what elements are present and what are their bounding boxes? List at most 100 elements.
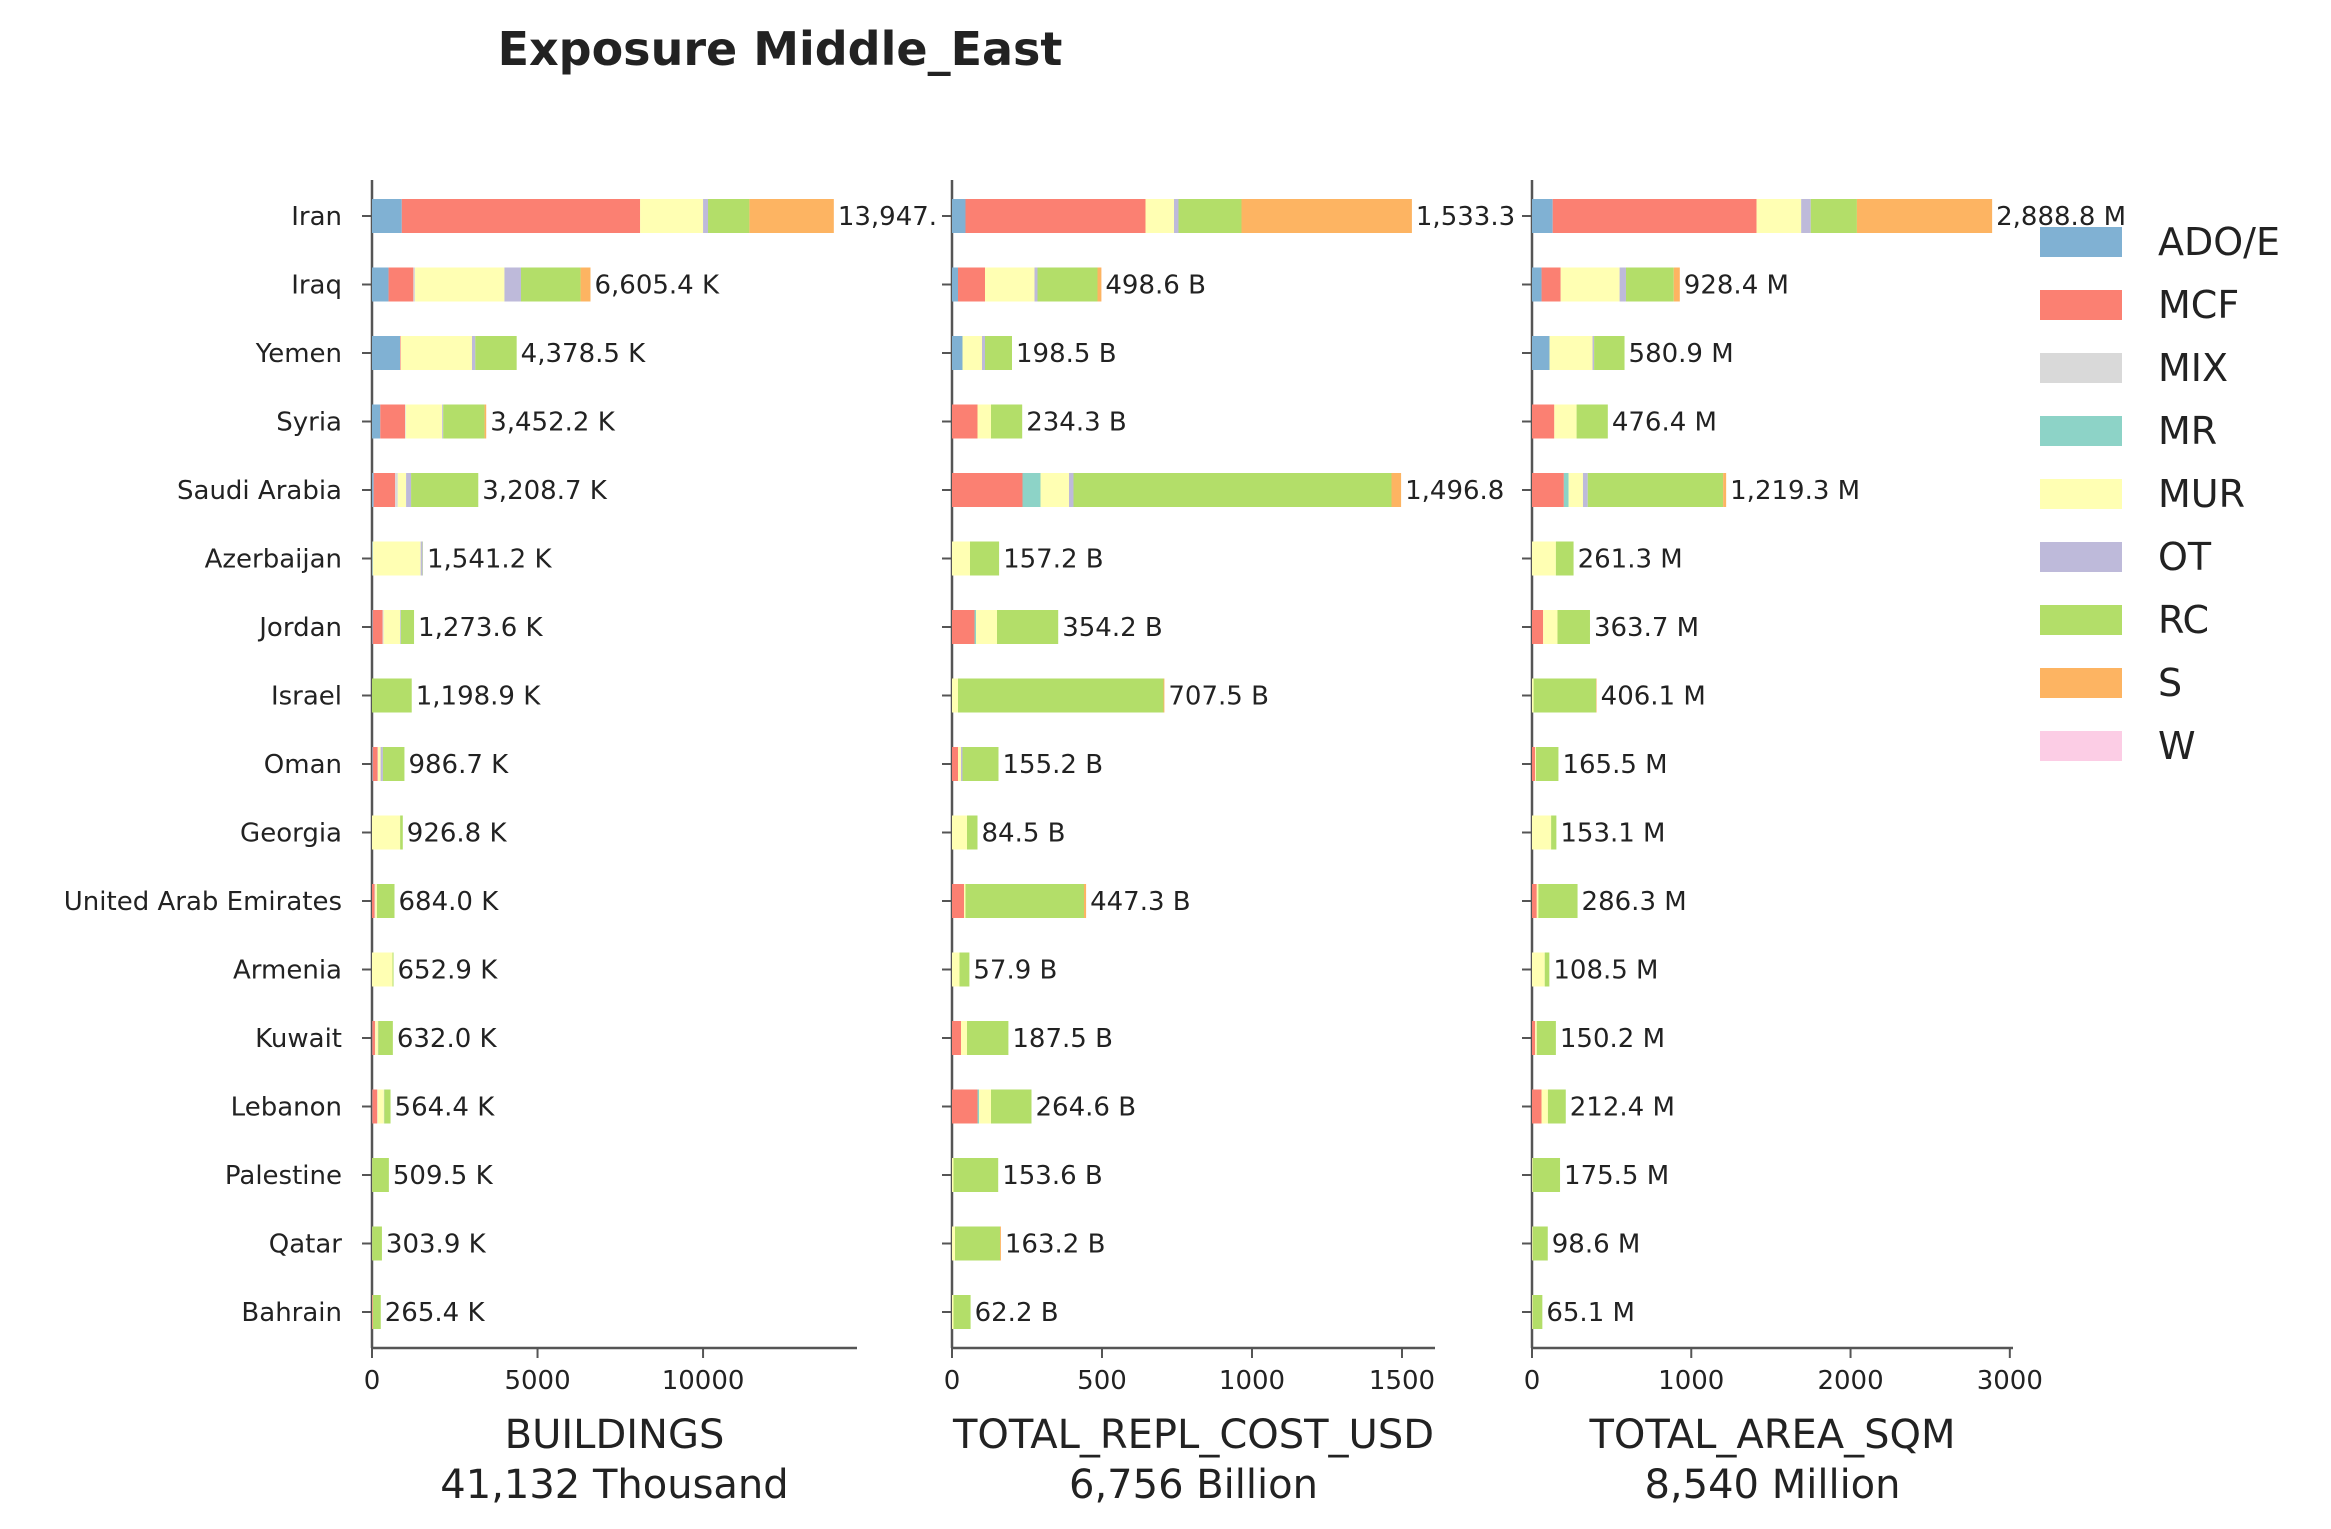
legend-item: MR bbox=[2040, 399, 2280, 462]
bar-segment-mcf bbox=[1532, 610, 1544, 644]
bar-segment-rc bbox=[1810, 199, 1857, 233]
bar-segment-rc bbox=[991, 1089, 1032, 1124]
legend-swatch bbox=[2040, 352, 2122, 383]
x-tick-label: 1000 bbox=[1658, 1366, 1724, 1396]
bar-total-label: 153.1 M bbox=[1560, 819, 1665, 849]
bar-total-label: 84.5 B bbox=[982, 819, 1066, 849]
bar-segment-mcf bbox=[400, 336, 401, 370]
bar-segment-mur bbox=[1560, 267, 1620, 302]
bar-segment-mur bbox=[952, 1226, 955, 1261]
legend: ADO/E MCF MIX MR MUR OT RC S W bbox=[2040, 210, 2280, 777]
bar-segment-rc bbox=[997, 610, 1059, 644]
bar-total-label: 564.4 K bbox=[395, 1093, 496, 1123]
bar-segment-rc bbox=[1178, 199, 1242, 233]
bar-segment-mur bbox=[400, 336, 472, 370]
bar-segment-mur bbox=[1532, 952, 1545, 987]
bar-segment-mur bbox=[383, 610, 401, 644]
bar-segment-mur bbox=[397, 473, 407, 507]
bar-segment-s bbox=[1163, 678, 1165, 713]
bar-segment-rc bbox=[991, 404, 1023, 439]
bar-segment-rc bbox=[953, 1295, 971, 1329]
bar-segment-rc bbox=[959, 952, 970, 987]
bar-segment-mr bbox=[1022, 473, 1041, 507]
category-label: Jordan bbox=[257, 613, 342, 643]
bar-total-label: 3,452.2 K bbox=[490, 408, 616, 438]
bar-segment-s bbox=[1084, 884, 1087, 918]
bar-segment-rc bbox=[953, 1158, 999, 1192]
bar-segment-mix bbox=[395, 473, 398, 507]
bar-segment-rc bbox=[985, 336, 1012, 370]
legend-label: MUR bbox=[2158, 471, 2246, 516]
bar-segment-s bbox=[1000, 1226, 1001, 1261]
bar-segment-mcf bbox=[372, 747, 378, 781]
bar-segment-mur bbox=[979, 1089, 991, 1124]
category-label: Oman bbox=[264, 750, 342, 780]
legend-label: S bbox=[2158, 660, 2183, 705]
bar-segment-rc bbox=[1532, 1295, 1543, 1329]
bar-total-label: 264.6 B bbox=[1036, 1093, 1137, 1123]
bar-total-label: 165.5 M bbox=[1562, 750, 1667, 780]
category-label: Syria bbox=[276, 408, 342, 438]
bar-segment-rc bbox=[962, 747, 999, 781]
x-axis-label: TOTAL_AREA_SQM bbox=[1588, 1412, 1955, 1458]
bar-segment-mcf bbox=[372, 1089, 378, 1124]
legend-label: OT bbox=[2158, 534, 2212, 579]
bar-segment-ot bbox=[380, 747, 383, 781]
bar-segment-rc bbox=[970, 541, 1000, 576]
bar-segment-ado-e bbox=[952, 336, 963, 370]
bar-segment-s bbox=[1723, 473, 1727, 507]
bar-segment-mcf bbox=[958, 267, 985, 302]
bar-total-label: 157.2 B bbox=[1003, 545, 1104, 575]
bar-segment-mcf bbox=[372, 1021, 375, 1055]
bar-total-label: 4,378.5 K bbox=[521, 339, 647, 369]
legend-label: MIX bbox=[2158, 345, 2229, 390]
legend-swatch bbox=[2040, 415, 2122, 446]
bar-segment-s bbox=[1241, 199, 1412, 233]
bar-segment-s bbox=[1391, 473, 1402, 507]
bar-segment-rc bbox=[1538, 884, 1578, 918]
bar-segment-rc bbox=[475, 336, 517, 370]
bar-segment-mur bbox=[375, 884, 377, 918]
bar-segment-mur bbox=[1532, 1295, 1533, 1329]
bar-segment-rc bbox=[372, 1295, 381, 1329]
bar-segment-mur bbox=[372, 952, 393, 987]
bar-segment-ot bbox=[504, 267, 521, 302]
bar-total-label: 265.4 K bbox=[385, 1298, 486, 1328]
bar-total-label: 580.9 M bbox=[1629, 339, 1734, 369]
legend-label: MR bbox=[2158, 408, 2218, 453]
bar-segment-rc bbox=[1532, 1158, 1561, 1192]
bar-segment-mr bbox=[1563, 473, 1569, 507]
bar-total-label: 928.4 M bbox=[1684, 271, 1789, 301]
x-axis-label: TOTAL_REPL_COST_USD bbox=[952, 1412, 1434, 1458]
x-axis-total-label: 6,756 Billion bbox=[1069, 1462, 1318, 1508]
bar-segment-ado-e bbox=[372, 610, 373, 644]
bar-segment-mcf bbox=[373, 473, 396, 507]
bar-total-label: 684.0 K bbox=[399, 887, 500, 917]
bar-segment-mur bbox=[1535, 747, 1536, 781]
bar-segment-mix bbox=[382, 610, 384, 644]
bar-segment-mcf bbox=[401, 199, 641, 233]
category-label: Armenia bbox=[233, 956, 342, 986]
bar-segment-mur bbox=[1543, 610, 1558, 644]
bar-segment-mur bbox=[985, 267, 1035, 302]
bar-total-label: 108.5 M bbox=[1553, 956, 1658, 986]
bar-total-label: 150.2 M bbox=[1560, 1024, 1665, 1054]
bar-total-label: 187.5 B bbox=[1012, 1024, 1113, 1054]
bar-segment-mcf bbox=[372, 610, 383, 644]
bar-segment-mur bbox=[1040, 473, 1069, 507]
bar-segment-rc bbox=[1547, 1089, 1566, 1124]
bar-segment-ot bbox=[961, 747, 963, 781]
legend-label: ADO/E bbox=[2158, 219, 2280, 264]
bar-segment-rc bbox=[1535, 747, 1559, 781]
bar-segment-rc bbox=[1532, 1226, 1548, 1261]
bar-segment-mur bbox=[1549, 336, 1593, 370]
bar-total-label: 1,496.8 bbox=[1405, 476, 1504, 506]
bar-segment-mur bbox=[1568, 473, 1583, 507]
bar-segment-ado-e bbox=[372, 404, 381, 439]
category-label: Saudi Arabia bbox=[177, 476, 342, 506]
bar-segment-rc bbox=[392, 952, 394, 987]
bar-segment-ot bbox=[1582, 473, 1588, 507]
bar-segment-mcf bbox=[952, 747, 958, 781]
bar-total-label: 354.2 B bbox=[1062, 613, 1163, 643]
